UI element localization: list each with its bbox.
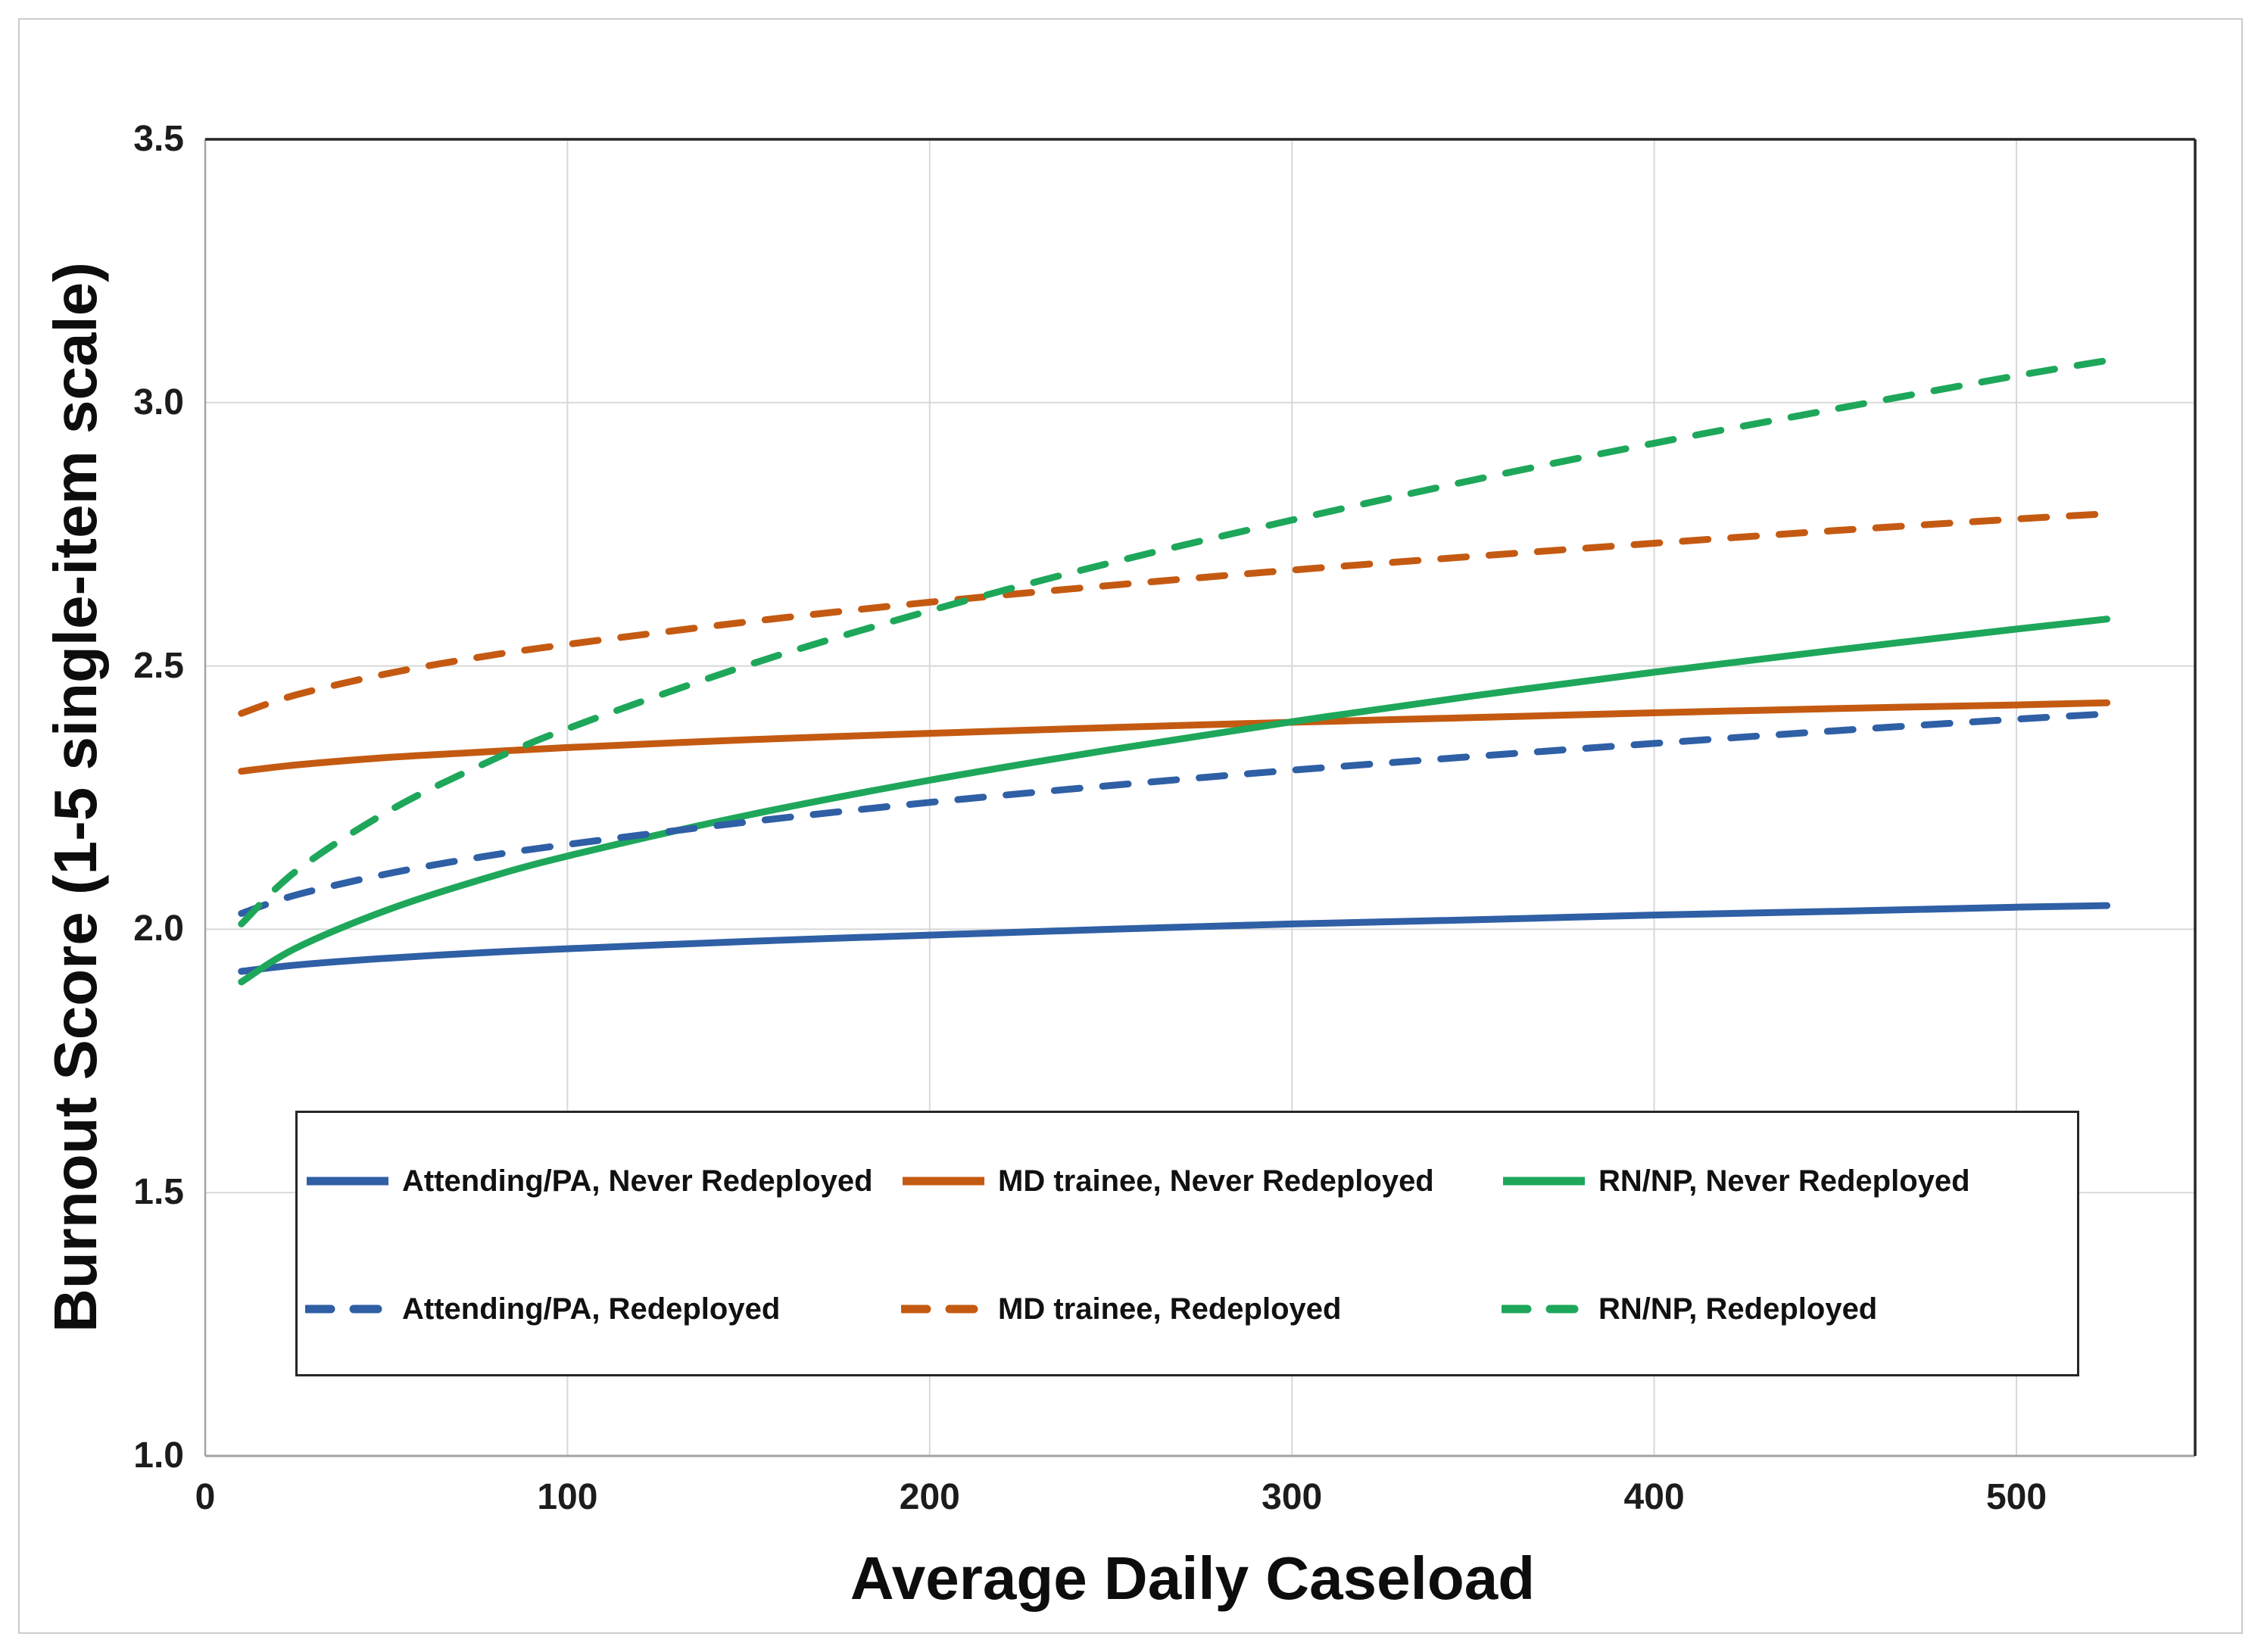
x-axis-title: Average Daily Caseload [850, 1544, 1536, 1612]
x-tick-label: 100 [537, 1477, 598, 1517]
legend-entry: MD trainee, Never Redeployed [901, 1155, 1434, 1208]
series-line-2 [238, 616, 2111, 986]
legend-entry: Attending/PA, Never Redeployed [305, 1155, 873, 1208]
series-line-0 [238, 902, 2111, 975]
legend-entry: MD trainee, Redeployed [901, 1283, 1341, 1336]
series-line-5 [238, 357, 2111, 927]
legend: Attending/PA, Never Redeployed MD traine… [295, 1111, 2079, 1376]
y-axis-title: Burnout Score (1-5 single-item scale) [42, 262, 109, 1333]
legend-label: MD trainee, Redeployed [998, 1292, 1342, 1326]
legend-swatch-solid-orange-icon [903, 1177, 984, 1186]
y-tick-label: 2.5 [133, 645, 184, 686]
legend-label: RN/NP, Never Redeployed [1598, 1164, 1970, 1198]
legend-swatch-dashed-blue-icon [305, 1304, 390, 1314]
y-tick-label: 1.0 [133, 1435, 184, 1476]
y-tick-label: 1.5 [133, 1172, 184, 1213]
x-tick-label: 300 [1261, 1477, 1323, 1517]
y-tick-label: 3.0 [133, 382, 184, 422]
legend-entry: RN/NP, Never Redeployed [1502, 1155, 1970, 1208]
legend-label: MD trainee, Never Redeployed [998, 1164, 1434, 1198]
series-line-4 [238, 510, 2111, 717]
x-tick-label: 500 [1985, 1477, 2047, 1517]
legend-swatch-solid-green-icon [1503, 1177, 1585, 1186]
legend-swatch-dashed-orange-icon [901, 1304, 986, 1314]
legend-label: Attending/PA, Redeployed [402, 1292, 781, 1326]
legend-label: RN/NP, Redeployed [1598, 1292, 1878, 1326]
legend-swatch-dashed-green-icon [1502, 1304, 1586, 1314]
axis-lines [204, 138, 2197, 1457]
x-tick-label: 200 [899, 1477, 960, 1517]
legend-entry: Attending/PA, Redeployed [305, 1283, 780, 1336]
data-series-curves [238, 357, 2111, 986]
legend-swatch-solid-blue-icon [307, 1177, 388, 1186]
x-tick-label: 0 [195, 1477, 216, 1517]
series-line-1 [238, 699, 2111, 775]
x-tick-label: 400 [1623, 1477, 1685, 1517]
y-tick-label: 2.0 [133, 909, 184, 949]
legend-label: Attending/PA, Never Redeployed [402, 1164, 873, 1198]
y-tick-label: 3.5 [133, 119, 184, 159]
series-line-3 [238, 710, 2111, 917]
legend-entry: RN/NP, Redeployed [1502, 1283, 1877, 1336]
